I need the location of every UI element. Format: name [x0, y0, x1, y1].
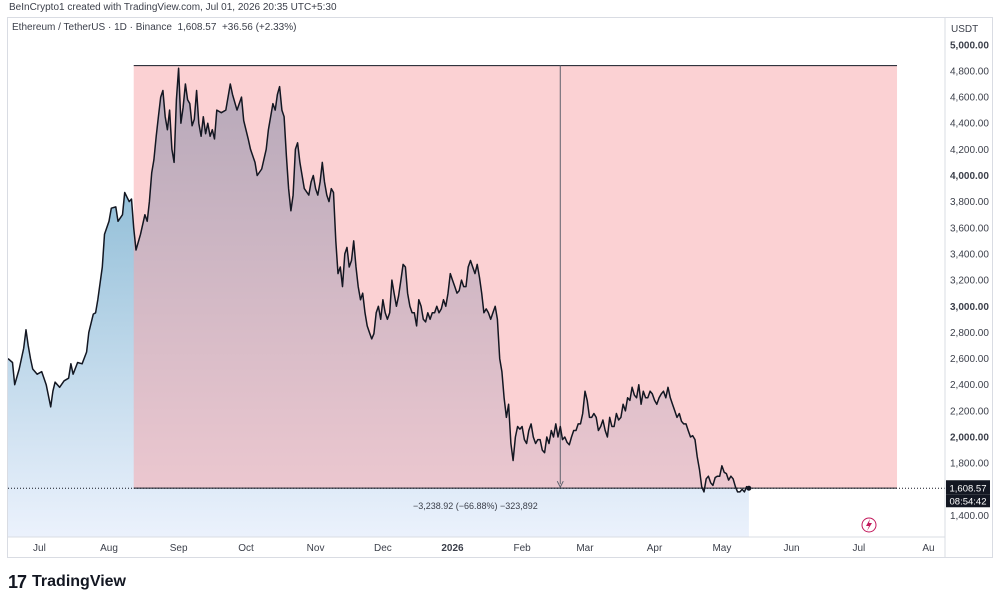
y-tick-label: 4,200.00: [950, 145, 989, 156]
y-tick-label: 4,600.00: [950, 93, 989, 104]
x-tick-label: Jun: [783, 543, 799, 554]
price-tag-label: 1,608.57: [950, 483, 987, 494]
y-tick-label: 1,800.00: [950, 459, 989, 470]
lightning-bolt-icon: [866, 519, 872, 531]
symbol-legend: Ethereum / TetherUS · 1D · Binance 1,608…: [12, 22, 296, 33]
price-line[interactable]: [8, 67, 750, 493]
countdown-label: 08:54:42: [950, 496, 987, 507]
x-tick-label: Aug: [100, 543, 118, 554]
x-tick-label: May: [712, 543, 731, 554]
price-tag-box: [946, 480, 990, 495]
tradingview-mark-icon: 17: [8, 571, 27, 592]
x-tick-label: Feb: [513, 543, 531, 554]
x-tick-label: Jul: [852, 543, 865, 554]
y-tick-label: 2,800.00: [950, 328, 989, 339]
y-tick-label: 3,800.00: [950, 197, 989, 208]
x-tick-label: Dec: [374, 543, 392, 554]
y-tick-label: 3,400.00: [950, 249, 989, 260]
measure-label: −3,238.92 (−66.88%) −323,892: [413, 501, 538, 511]
measure-arrow-head: [556, 480, 564, 489]
tradingview-wordmark: TradingView: [32, 573, 126, 590]
tradingview-logo[interactable]: 17 TradingView: [8, 570, 126, 594]
y-tick-label: 3,200.00: [950, 276, 989, 287]
symbol-line: Ethereum / TetherUS · 1D · Binance: [12, 22, 172, 33]
countdown-box: [946, 494, 990, 508]
legend-last-value: 1,608.57: [177, 22, 217, 33]
x-tick-label: Nov: [307, 543, 325, 554]
x-tick-label: Mar: [576, 543, 594, 554]
y-tick-label: 3,600.00: [950, 223, 989, 234]
legend-change: +36.56 (+2.33%): [221, 22, 297, 33]
y-tick-label: 3,000.00: [950, 302, 989, 313]
y-tick-label: 2,400.00: [950, 380, 989, 391]
y-tick-label: 4,400.00: [950, 119, 989, 130]
y-tick-label: 4,000.00: [950, 171, 989, 182]
chart-frame: [7, 17, 993, 558]
y-tick-label: 1,400.00: [950, 511, 989, 522]
y-tick-label: 5,000.00: [950, 40, 989, 51]
x-tick-label: Au: [922, 543, 934, 554]
measure-range-box[interactable]: [133, 65, 898, 489]
y-tick-label: 2,000.00: [950, 433, 989, 444]
y-tick-label: 2,600.00: [950, 354, 989, 365]
price-axis-currency: USDT: [951, 24, 978, 35]
y-tick-label: 2,200.00: [950, 406, 989, 417]
last-price-dot: [746, 485, 752, 491]
x-tick-label: Apr: [647, 543, 663, 554]
x-tick-label: Sep: [170, 543, 188, 554]
y-tick-label: 4,800.00: [950, 66, 989, 77]
x-tick-label: Jul: [33, 543, 46, 554]
x-tick-label: Oct: [238, 543, 254, 554]
x-tick-label: 2026: [441, 543, 464, 554]
attribution-text: BeInCrypto1 created with TradingView.com…: [9, 2, 337, 13]
